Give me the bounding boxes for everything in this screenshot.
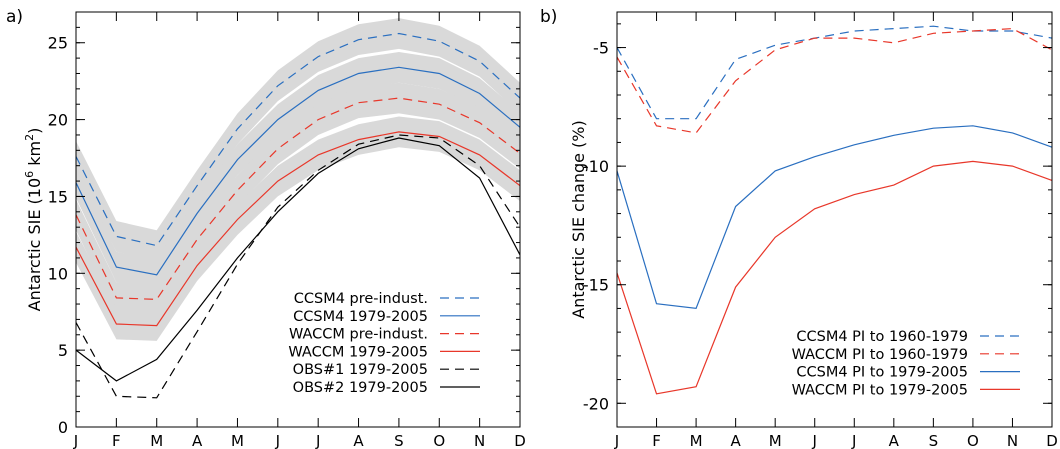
y-tick-label: 15 [48,187,68,206]
legend-label: WACCM pre-indust. [289,327,428,343]
series-line [616,25,1053,120]
x-tick-label: J [812,432,817,449]
y-tick-label: -15 [583,276,609,295]
y-tick-label: -5 [593,39,609,58]
x-tick-label: J [315,432,320,449]
y-tick-label: 5 [58,341,68,360]
y-axis-label-part: 2 [23,134,36,141]
series-line [75,97,521,301]
series-line [75,134,521,399]
series-line [75,137,521,382]
y-axis-label-part: Antarctic SIE change (%) [569,120,588,319]
y-tick-label: -10 [583,157,609,176]
uncertainty-band [76,82,520,315]
x-tick-label: S [394,432,404,449]
series-line [616,160,1053,395]
y-axis-label: Antarctic SIE change (%) [569,120,588,319]
x-tick-label: J [275,432,280,449]
x-tick-label: M [231,432,244,449]
series-line [616,125,1053,310]
panel-label: b) [540,7,557,27]
x-tick-label: J [73,432,78,449]
series-line [75,66,521,276]
uncertainty-band [76,116,520,341]
x-tick-label: D [1046,432,1058,449]
x-tick-label: O [433,432,445,449]
x-tick-label: M [690,432,703,449]
x-tick-label: A [731,432,742,449]
x-tick-label: D [514,432,526,449]
legend-label: WACCM 1979-2005 [288,344,428,360]
x-tick-label: M [769,432,782,449]
y-tick-label: 0 [58,418,68,437]
plot-frame [75,11,521,428]
x-tick-label: J [851,432,856,449]
y-tick-label: 20 [48,111,68,130]
x-tick-label: A [353,432,364,449]
y-tick-label: 10 [48,264,68,283]
x-tick-label: F [112,432,121,449]
x-tick-label: N [1007,432,1018,449]
legend-label: CCSM4 PI to 1979-2005 [796,365,968,381]
uncertainty-band [76,52,520,291]
x-tick-label: A [192,432,203,449]
legend-label: CCSM4 pre-indust. [294,291,428,307]
y-tick-label: -20 [583,394,609,413]
y-axis-label-part: 6 [23,171,36,178]
panel-label: a) [6,7,23,27]
x-tick-label: A [889,432,900,449]
x-tick-label: M [150,432,163,449]
series-line [616,27,1053,134]
x-tick-label: S [929,432,939,449]
y-axis-label: Antarctic SIE (106 km2) [23,128,44,312]
legend-label: OBS#2 1979-2005 [293,380,428,396]
x-tick-label: F [652,432,661,449]
legend-label: WACCM PI to 1979-2005 [792,382,968,398]
chart-panel-a: a) 0 5 10 15 20 25 J F M A M J J A S O N D Antarctic SIE (1… [6,7,526,449]
y-axis-label-part: Antarctic SIE (10 [25,178,44,311]
x-tick-label: O [967,432,979,449]
y-axis-label-part: ) [25,128,44,134]
series-line [75,131,521,327]
x-tick-label: J [614,432,619,449]
legend-label: CCSM4 PI to 1960-1979 [796,329,968,345]
x-tick-label: N [474,432,485,449]
legend-label: OBS#1 1979-2005 [293,362,428,378]
chart-panel-b: b) -20 -15 -10 -5 J F M A M J J A S O N D Antarctic SIE c… [540,7,1058,449]
legend-label: CCSM4 1979-2005 [293,309,428,325]
y-tick-label: 25 [48,34,68,53]
y-axis-label-part: km [25,141,44,171]
legend-label: WACCM PI to 1960-1979 [792,347,968,363]
series-line [75,32,521,247]
plot-frame [616,11,1053,428]
